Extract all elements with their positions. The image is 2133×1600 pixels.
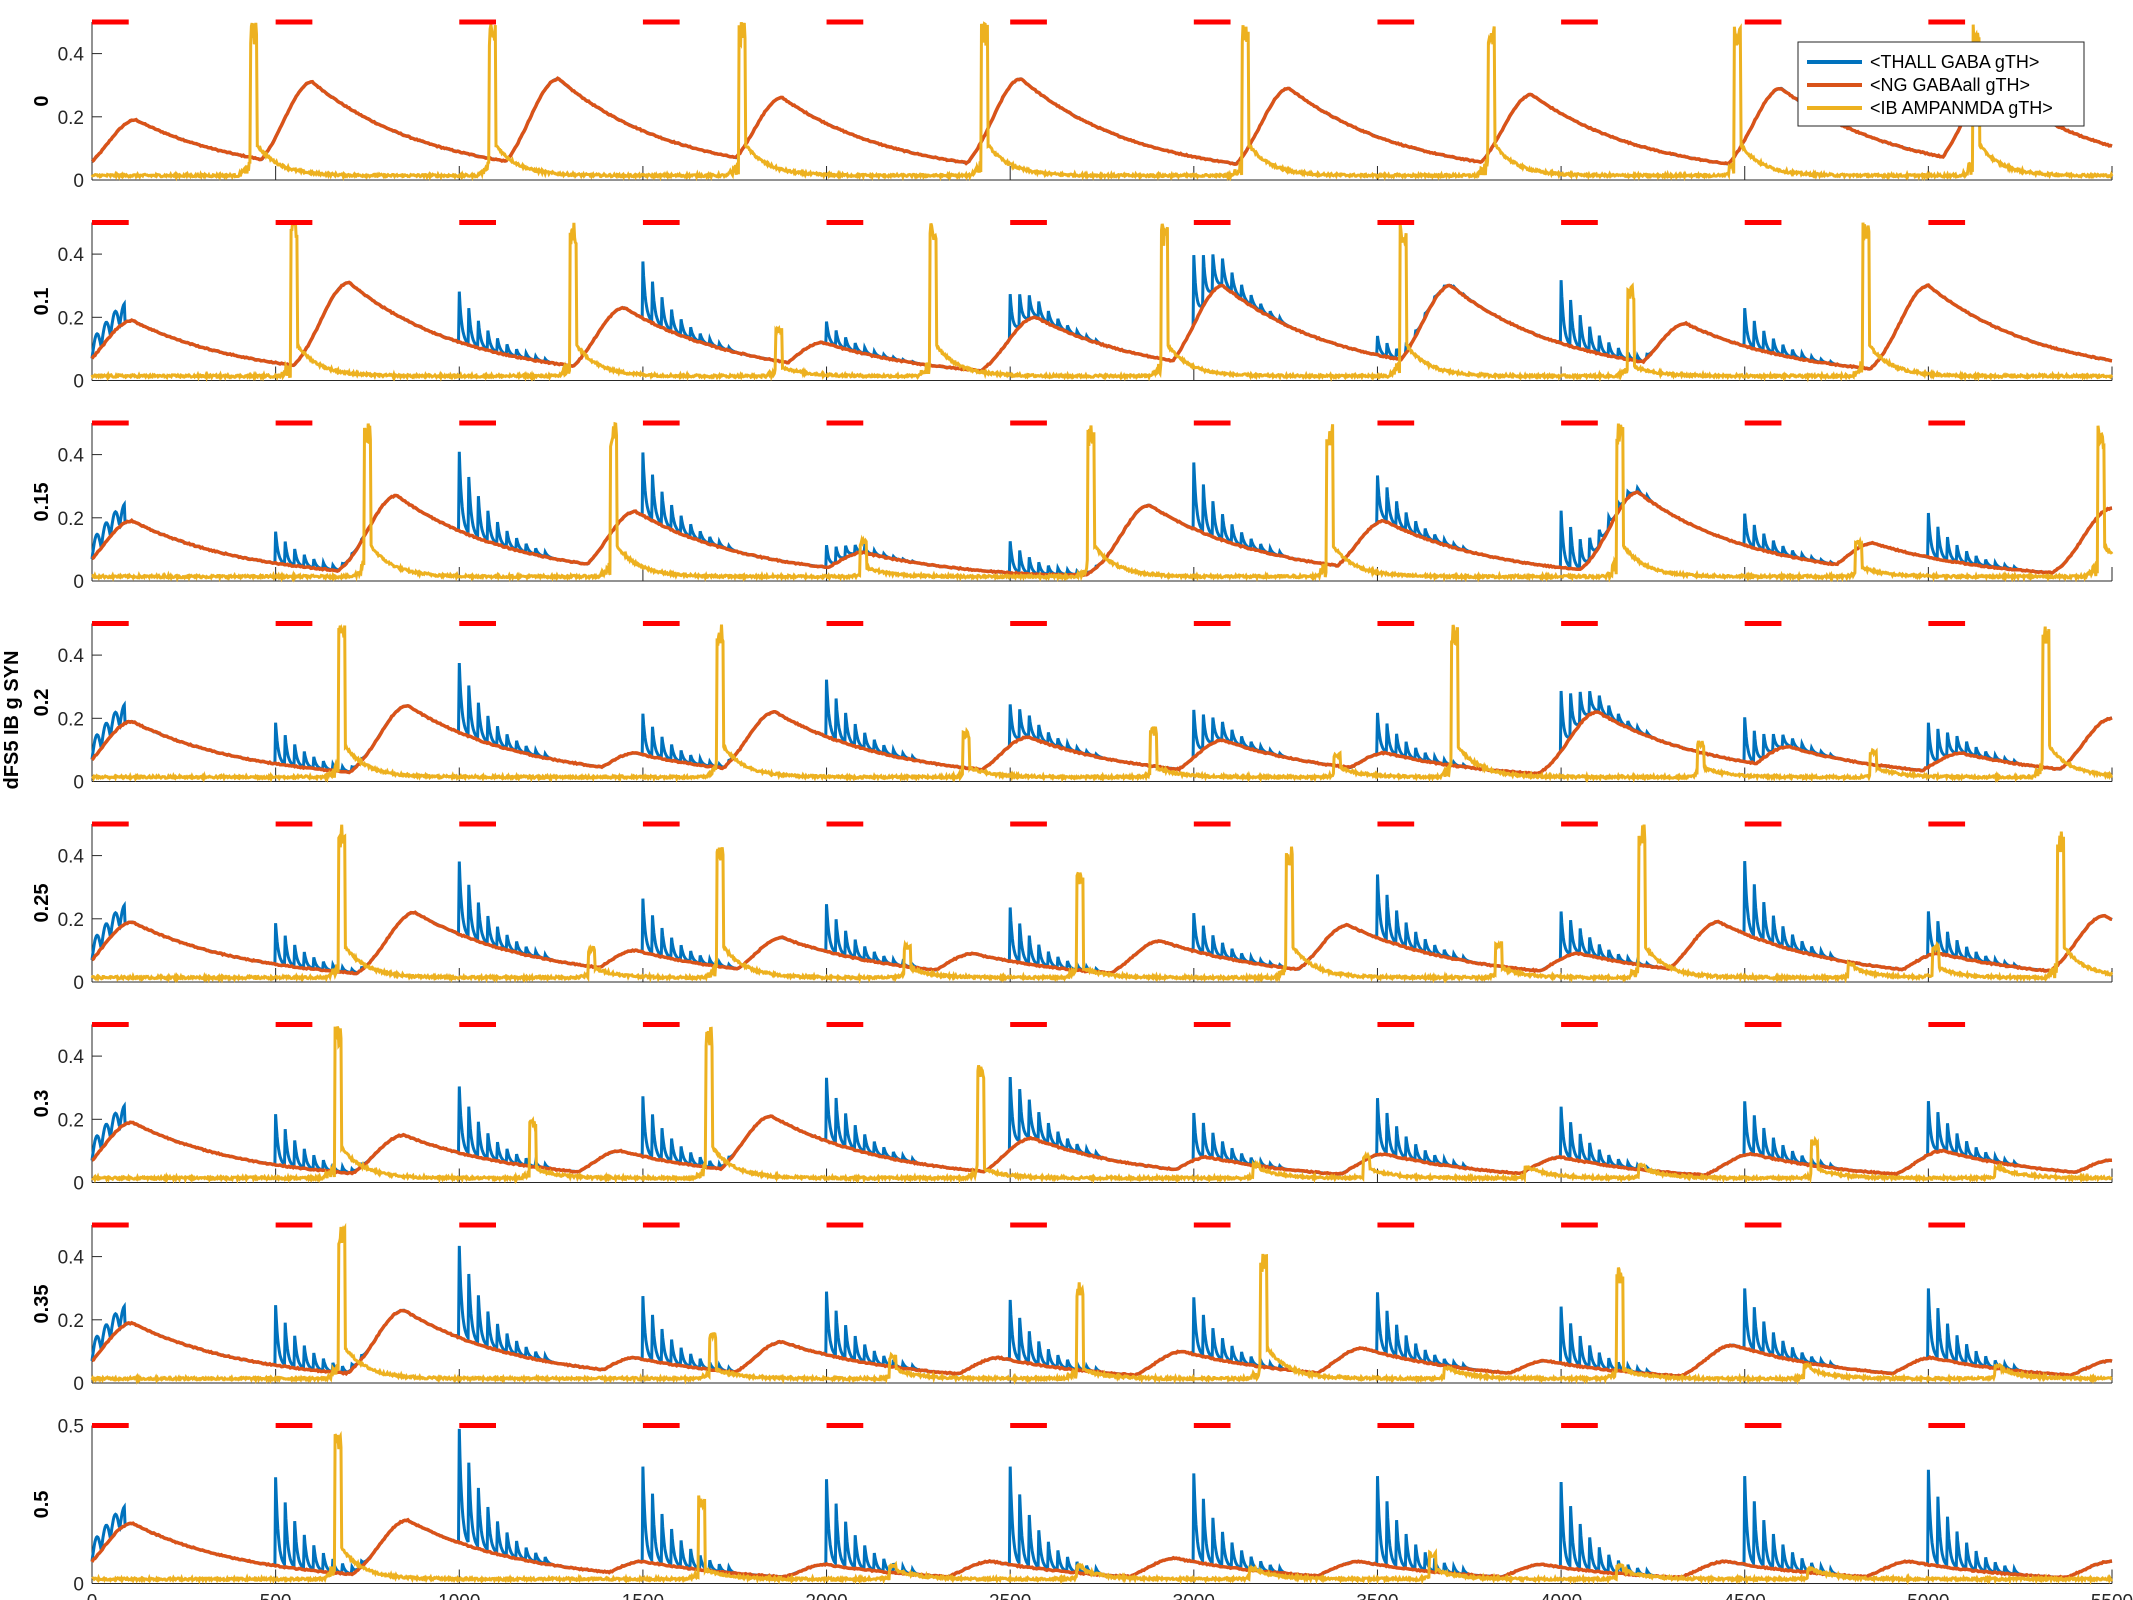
legend: <THALL GABA gTH> <NG GABAall gTH> <IB AM… [1798, 42, 2084, 126]
x-tick-label: 5000 [1907, 1592, 1949, 1600]
series-ib-line [92, 424, 2112, 578]
panel-0-3: 0 0.2 0.4 0.3 [31, 1025, 2112, 1195]
series-thall-line [92, 1429, 2112, 1577]
legend-label-ng: <NG GABAall gTH> [1870, 75, 2030, 95]
y-tick-label: 0.2 [58, 308, 84, 329]
series-ib-line [92, 223, 2112, 378]
y-tick-label: 0.2 [58, 1311, 84, 1332]
x-tick-label: 3000 [1173, 1592, 1215, 1600]
y-tick-label: 0 [73, 973, 84, 994]
x-tick-label: 1000 [438, 1592, 480, 1600]
y-tick-label: 0.4 [58, 446, 85, 467]
y-tick-label: 0.4 [58, 1248, 85, 1269]
panel-label: 0.1 [31, 288, 53, 316]
legend-label-thall: <THALL GABA gTH> [1870, 52, 2039, 72]
panel-label: 0.3 [31, 1090, 53, 1118]
panel-label: 0.15 [31, 483, 53, 522]
panel-0-2: 0 0.2 0.4 0.2 [31, 624, 2112, 794]
y-tick-label: 0 [73, 1174, 84, 1195]
panel-0-5: 0 0.5 0.5 [31, 1417, 2112, 1596]
y-tick-label: 0.2 [58, 108, 84, 129]
y-tick-label: 0.2 [58, 709, 84, 730]
series-ng-line [92, 1116, 2112, 1175]
panel-label: 0.25 [31, 884, 53, 923]
x-tick-label: 2000 [805, 1592, 847, 1600]
series-ng-line [92, 492, 2112, 575]
legend-label-ib: <IB AMPANMDA gTH> [1870, 98, 2053, 118]
panel-0-15: 0 0.2 0.40.15 [31, 423, 2112, 593]
y-tick-label: 0 [73, 773, 84, 794]
y-tick-label: 0.2 [58, 910, 84, 931]
series-thall-line [92, 1077, 2112, 1175]
y-tick-label: 0.4 [58, 45, 85, 66]
series-ib-line [92, 625, 2112, 779]
panel-0-1: 0 0.2 0.4 0.1 [31, 223, 2112, 393]
y-tick-label: 0 [73, 1575, 84, 1596]
panel-label: 0.5 [31, 1491, 53, 1519]
y-tick-label: 0 [73, 372, 84, 393]
x-tick-label: 4500 [1724, 1592, 1766, 1600]
panels-group: 00.20.4000.20.40.100.20.40.1500.20.40.20… [31, 22, 2112, 1596]
series-ib-line [92, 1434, 2112, 1580]
series-ng-line [92, 912, 2112, 973]
x-tick-label: 500 [260, 1592, 292, 1600]
y-tick-label: 0.4 [58, 646, 85, 667]
series-ib-line [92, 1227, 2112, 1380]
y-tick-label: 0.4 [58, 1047, 85, 1068]
series-ng-line [92, 282, 2112, 371]
y-tick-label: 0.5 [58, 1417, 84, 1438]
x-tick-label: 0 [87, 1592, 98, 1600]
y-tick-label: 0 [73, 572, 84, 593]
y-axis-label: dFS5 IB g SYN [1, 651, 23, 790]
y-tick-label: 0 [73, 171, 84, 192]
panel-0-25: 0 0.2 0.40.25 [31, 824, 2112, 994]
y-tick-label: 0.4 [58, 847, 85, 868]
y-tick-label: 0 [73, 1374, 84, 1395]
y-tick-label: 0.2 [58, 1110, 84, 1131]
x-tick-label: 5500 [2091, 1592, 2133, 1600]
panel-label: 0.2 [31, 689, 53, 717]
panel-0-35: 0 0.2 0.40.35 [31, 1225, 2112, 1395]
panel-label: 0.35 [31, 1285, 53, 1324]
series-thall-line [92, 1246, 2112, 1376]
panel-label: 0 [31, 95, 53, 106]
y-tick-label: 0.4 [58, 245, 85, 266]
series-ng-line [92, 706, 2112, 774]
y-tick-label: 0.2 [58, 509, 84, 530]
